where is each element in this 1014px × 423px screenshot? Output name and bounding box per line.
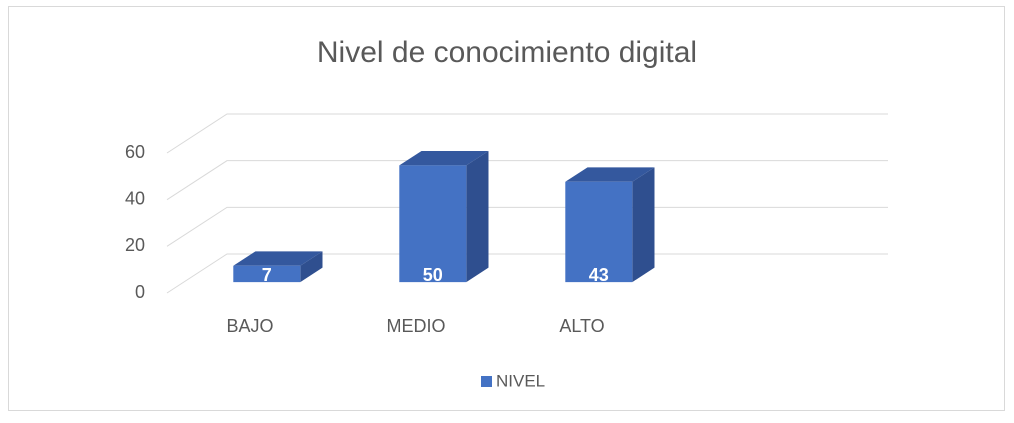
bar-side — [300, 251, 323, 283]
x-tick-label: ALTO — [559, 316, 604, 336]
bar-top — [233, 251, 323, 266]
bar-front — [233, 265, 301, 283]
x-tick-label: MEDIO — [386, 316, 445, 336]
grid-line — [166, 113, 888, 154]
bar-top — [565, 167, 655, 182]
y-tick-label: 0 — [135, 282, 145, 302]
bar-front — [565, 181, 633, 283]
chart-title: Nivel de conocimiento digital — [317, 36, 697, 69]
x-tick-label: BAJO — [226, 316, 273, 336]
grid-line — [166, 206, 888, 247]
legend-label: NIVEL — [496, 371, 545, 390]
bar — [233, 251, 323, 283]
chart-border — [8, 6, 1005, 411]
bar-side — [466, 150, 489, 283]
bar — [565, 167, 655, 283]
bar-top — [399, 150, 489, 166]
y-tick-label: 60 — [125, 142, 145, 162]
data-label: 43 — [589, 265, 609, 285]
grid-line — [166, 253, 888, 294]
y-tick-label: 20 — [125, 235, 145, 255]
data-label: 50 — [423, 265, 443, 285]
data-label: 7 — [262, 265, 272, 285]
legend-swatch — [481, 376, 492, 387]
bar-front — [399, 165, 467, 283]
bar-side — [632, 167, 655, 283]
y-tick-label: 40 — [125, 188, 145, 208]
bar — [399, 150, 489, 283]
grid-line — [166, 160, 888, 201]
